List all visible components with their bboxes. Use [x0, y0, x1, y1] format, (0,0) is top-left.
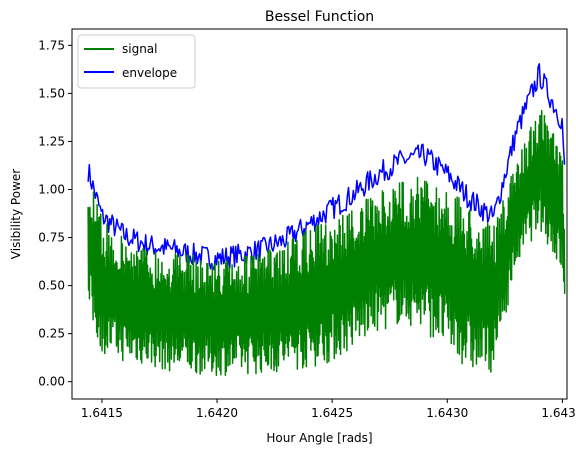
axes-frame [71, 28, 568, 400]
plot-content [87, 63, 566, 377]
chart-title: Bessel Function [265, 9, 374, 25]
y-tick-label: 0.25 [38, 327, 65, 341]
y-ticks: 0.00 0.25 0.50 0.75 1.00 1.25 1.50 1.75 [38, 38, 72, 389]
series-line-signal [87, 109, 566, 377]
y-tick-label: 1.75 [38, 38, 65, 52]
x-tick-label: 1.6420 [196, 406, 238, 420]
y-tick-label: 0.50 [38, 279, 65, 293]
y-axis-label: Visibility Power [9, 169, 23, 259]
x-ticks: 1.6415 1.6420 1.6425 1.6430 1.6435 [81, 399, 576, 420]
y-tick-label: 1.25 [38, 134, 65, 148]
y-tick-label: 0.75 [38, 231, 65, 245]
x-tick-label: 1.6435 [541, 406, 576, 420]
y-tick-label: 1.00 [38, 182, 65, 196]
x-tick-label: 1.6425 [311, 406, 353, 420]
series-line-envelope [87, 63, 566, 271]
x-axis-label: Hour Angle [rads] [266, 431, 372, 445]
legend: signal envelope [77, 34, 196, 89]
legend-signal-label: signal [122, 42, 158, 56]
legend-envelope-label: envelope [122, 66, 177, 80]
x-tick-label: 1.6415 [81, 406, 123, 420]
y-tick-label: 0.00 [38, 375, 65, 389]
x-tick-label: 1.6430 [426, 406, 468, 420]
y-tick-label: 1.50 [38, 86, 65, 100]
